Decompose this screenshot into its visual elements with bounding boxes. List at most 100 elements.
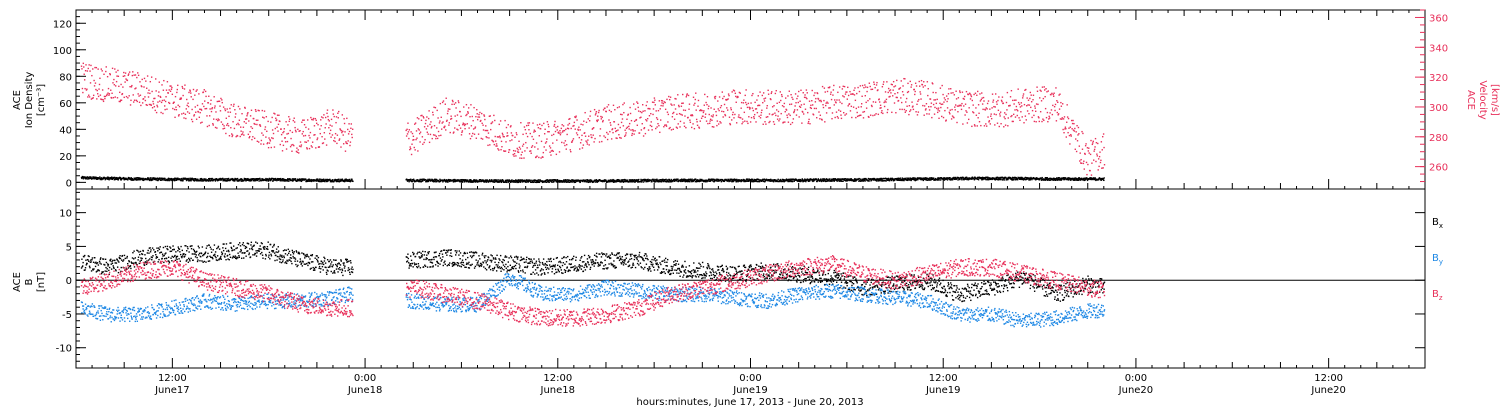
velocity-point [698, 100, 699, 101]
velocity-point [860, 85, 861, 86]
velocity-point [556, 154, 557, 155]
velocity-point [897, 92, 898, 93]
velocity-point [328, 127, 329, 128]
velocity-point [544, 146, 545, 147]
velocity-point [664, 102, 665, 103]
velocity-point [518, 152, 519, 153]
velocity-point [105, 96, 106, 97]
velocity-point [756, 99, 757, 100]
velocity-point [204, 89, 205, 90]
velocity-point [767, 90, 768, 91]
velocity-point [827, 91, 828, 92]
velocity-point [968, 94, 969, 95]
density-point [1041, 177, 1042, 178]
velocity-point [841, 118, 842, 119]
velocity-point [495, 140, 496, 141]
velocity-point [865, 95, 866, 96]
velocity-point [705, 113, 706, 114]
velocity-point [880, 107, 881, 108]
velocity-point [919, 85, 920, 86]
velocity-point [624, 102, 625, 103]
velocity-point [543, 123, 544, 124]
velocity-point [866, 91, 867, 92]
density-point [824, 179, 825, 180]
velocity-point [182, 95, 183, 96]
velocity-point [251, 139, 252, 140]
velocity-point [525, 142, 526, 143]
velocity-point [345, 150, 346, 151]
velocity-point [415, 139, 416, 140]
velocity-point [485, 125, 486, 126]
velocity-point [677, 94, 678, 95]
velocity-point [322, 117, 323, 118]
velocity-point [263, 143, 264, 144]
density-point [598, 181, 599, 182]
velocity-point [773, 121, 774, 122]
density-point [580, 181, 581, 182]
velocity-point [448, 108, 449, 109]
velocity-point [476, 109, 477, 110]
velocity-point [242, 133, 243, 134]
velocity-point [499, 137, 500, 138]
velocity-point [110, 74, 111, 75]
velocity-point [286, 148, 287, 149]
velocity-point [232, 121, 233, 122]
velocity-point [502, 133, 503, 134]
velocity-point [923, 115, 924, 116]
velocity-point [288, 116, 289, 117]
velocity-point [718, 123, 719, 124]
velocity-point [675, 98, 676, 99]
density-point [903, 180, 904, 181]
velocity-point [578, 127, 579, 128]
velocity-point [814, 108, 815, 109]
velocity-point [827, 102, 828, 103]
velocity-point [131, 86, 132, 87]
velocity-point [662, 105, 663, 106]
velocity-point [348, 133, 349, 134]
velocity-point [663, 103, 664, 104]
velocity-point [243, 134, 244, 135]
velocity-point [427, 125, 428, 126]
velocity-point [150, 81, 151, 82]
velocity-point [640, 111, 641, 112]
velocity-point [625, 134, 626, 135]
velocity-point [418, 118, 419, 119]
velocity-point [905, 101, 906, 102]
velocity-point [340, 146, 341, 147]
velocity-point [447, 113, 448, 114]
velocity-point [458, 102, 459, 103]
velocity-point [629, 128, 630, 129]
velocity-point [694, 128, 695, 129]
velocity-point [804, 97, 805, 98]
velocity-point [217, 120, 218, 121]
velocity-point [287, 141, 288, 142]
velocity-point [129, 86, 130, 87]
velocity-point [955, 109, 956, 110]
velocity-point [716, 115, 717, 116]
velocity-point [284, 128, 285, 129]
velocity-point [316, 120, 317, 121]
velocity-point [981, 92, 982, 93]
velocity-point [892, 84, 893, 85]
density-point [422, 180, 423, 181]
velocity-point [946, 95, 947, 96]
velocity-point [101, 68, 102, 69]
velocity-point [790, 124, 791, 125]
velocity-point [351, 134, 352, 135]
velocity-point [696, 119, 697, 120]
velocity-point [549, 152, 550, 153]
velocity-point [428, 118, 429, 119]
velocity-point [813, 95, 814, 96]
velocity-point [843, 112, 844, 113]
velocity-point [856, 108, 857, 109]
velocity-point [338, 140, 339, 141]
velocity-point [851, 117, 852, 118]
velocity-point [452, 101, 453, 102]
velocity-point [622, 104, 623, 105]
velocity-point [692, 115, 693, 116]
velocity-point [657, 123, 658, 124]
velocity-point [143, 98, 144, 99]
density-point [751, 181, 752, 182]
velocity-point [880, 105, 881, 106]
velocity-point [339, 138, 340, 139]
